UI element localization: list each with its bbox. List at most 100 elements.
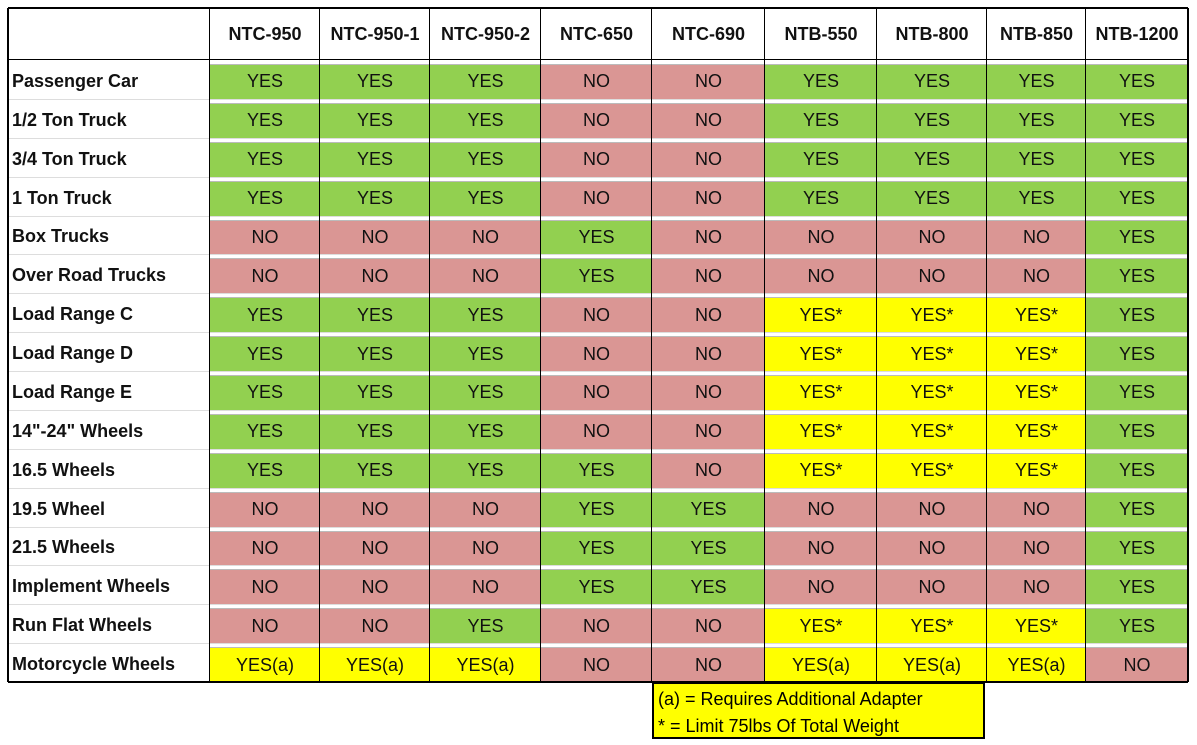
status-cell: YES bbox=[1086, 491, 1188, 527]
status-cell: NO bbox=[652, 413, 765, 449]
row-label: 3/4 Ton Truck bbox=[12, 148, 127, 169]
status-cell: YES bbox=[430, 141, 541, 177]
status-cell: YES bbox=[877, 102, 987, 138]
status-cell: NO bbox=[877, 569, 987, 605]
column-border bbox=[876, 8, 877, 682]
status-cell: NO bbox=[541, 647, 652, 682]
status-cell: YES bbox=[210, 452, 320, 488]
status-cell: YES bbox=[320, 180, 430, 216]
status-cell: NO bbox=[765, 258, 877, 294]
column-header: NTC-950-1 bbox=[330, 23, 420, 44]
status-cell: YES* bbox=[877, 336, 987, 371]
status-cell: YES(a) bbox=[210, 647, 320, 682]
status-cell: NO bbox=[987, 569, 1086, 605]
status-cell: YES* bbox=[877, 452, 987, 488]
row-label: Over Road Trucks bbox=[12, 265, 167, 286]
status-cell: NO bbox=[320, 258, 430, 294]
status-cell: NO bbox=[652, 180, 765, 216]
row-label: 14"-24" Wheels bbox=[12, 420, 144, 441]
status-cell: NO bbox=[877, 530, 987, 566]
column-header: NTC-690 bbox=[671, 23, 746, 44]
status-cell: YES* bbox=[987, 608, 1086, 644]
status-cell: YES bbox=[987, 102, 1086, 138]
status-cell: YES bbox=[210, 180, 320, 216]
status-cell: YES bbox=[541, 569, 652, 605]
status-cell: NO bbox=[987, 491, 1086, 527]
status-cell: YES bbox=[541, 258, 652, 294]
row-label: Load Range D bbox=[12, 343, 134, 364]
status-cell: YES bbox=[652, 530, 765, 566]
status-cell: YES bbox=[210, 297, 320, 333]
status-cell: YES(a) bbox=[765, 647, 877, 682]
column-header: NTB-850 bbox=[999, 23, 1074, 44]
status-cell: YES* bbox=[877, 375, 987, 410]
status-cell: YES bbox=[1086, 375, 1188, 410]
row-label: Motorcycle Wheels bbox=[12, 654, 176, 675]
status-cell: YES bbox=[541, 219, 652, 255]
status-cell: YES bbox=[765, 64, 877, 99]
header-border bbox=[8, 59, 1188, 60]
status-cell: YES bbox=[320, 102, 430, 138]
legend-line: (a) = Requires Additional Adapter bbox=[658, 689, 923, 709]
status-cell: NO bbox=[430, 219, 541, 255]
status-cell: YES bbox=[1086, 64, 1188, 99]
status-cell: YES bbox=[1086, 336, 1188, 371]
column-border bbox=[319, 8, 320, 682]
status-cell: YES* bbox=[765, 297, 877, 333]
status-cell: YES bbox=[541, 530, 652, 566]
status-cell: YES bbox=[430, 452, 541, 488]
status-cell: NO bbox=[430, 530, 541, 566]
row-label: Passenger Car bbox=[12, 70, 139, 91]
status-cell: YES bbox=[430, 180, 541, 216]
row-label: Run Flat Wheels bbox=[12, 615, 153, 636]
status-cell: YES bbox=[1086, 258, 1188, 294]
row-label: 1/2 Ton Truck bbox=[12, 109, 127, 130]
status-cell: YES bbox=[320, 452, 430, 488]
status-cell: YES bbox=[210, 413, 320, 449]
status-cell: YES bbox=[210, 102, 320, 138]
status-cell: NO bbox=[877, 258, 987, 294]
status-cell: YES bbox=[877, 180, 987, 216]
status-cell: YES bbox=[210, 64, 320, 99]
row-label: 19.5 Wheel bbox=[12, 498, 106, 519]
status-cell: YES bbox=[765, 180, 877, 216]
status-cell: NO bbox=[652, 647, 765, 682]
status-cell: NO bbox=[320, 530, 430, 566]
status-cell: NO bbox=[541, 608, 652, 644]
status-cell: NO bbox=[210, 608, 320, 644]
table-border bbox=[8, 7, 1188, 9]
status-cell: NO bbox=[210, 219, 320, 255]
status-cell: YES bbox=[541, 491, 652, 527]
status-cell: NO bbox=[652, 297, 765, 333]
column-border bbox=[209, 8, 210, 682]
status-cell: YES bbox=[430, 608, 541, 644]
column-border bbox=[651, 8, 652, 682]
row-separator bbox=[8, 215, 1188, 217]
status-cell: NO bbox=[652, 102, 765, 138]
column-header: NTC-950 bbox=[228, 23, 302, 44]
status-cell: YES bbox=[1086, 608, 1188, 644]
status-cell: YES bbox=[1086, 530, 1188, 566]
status-cell: YES* bbox=[877, 413, 987, 449]
status-cell: YES(a) bbox=[877, 647, 987, 682]
row-label: Load Range E bbox=[12, 381, 133, 402]
row-separator bbox=[8, 332, 1188, 334]
status-cell: YES* bbox=[987, 375, 1086, 410]
status-cell: NO bbox=[541, 64, 652, 99]
status-cell: YES* bbox=[765, 452, 877, 488]
status-cell: YES bbox=[430, 297, 541, 333]
row-separator bbox=[8, 409, 1188, 411]
status-cell: YES bbox=[430, 375, 541, 410]
status-cell: YES* bbox=[987, 413, 1086, 449]
status-cell: NO bbox=[210, 491, 320, 527]
column-border bbox=[7, 8, 9, 682]
status-cell: YES* bbox=[987, 452, 1086, 488]
status-cell: YES bbox=[1086, 297, 1188, 333]
status-cell: YES bbox=[987, 180, 1086, 216]
row-label: 16.5 Wheels bbox=[12, 459, 116, 480]
status-cell: YES bbox=[1086, 219, 1188, 255]
status-cell: YES(a) bbox=[987, 647, 1086, 682]
status-cell: YES bbox=[320, 336, 430, 371]
status-cell: YES bbox=[765, 141, 877, 177]
status-cell: NO bbox=[320, 491, 430, 527]
